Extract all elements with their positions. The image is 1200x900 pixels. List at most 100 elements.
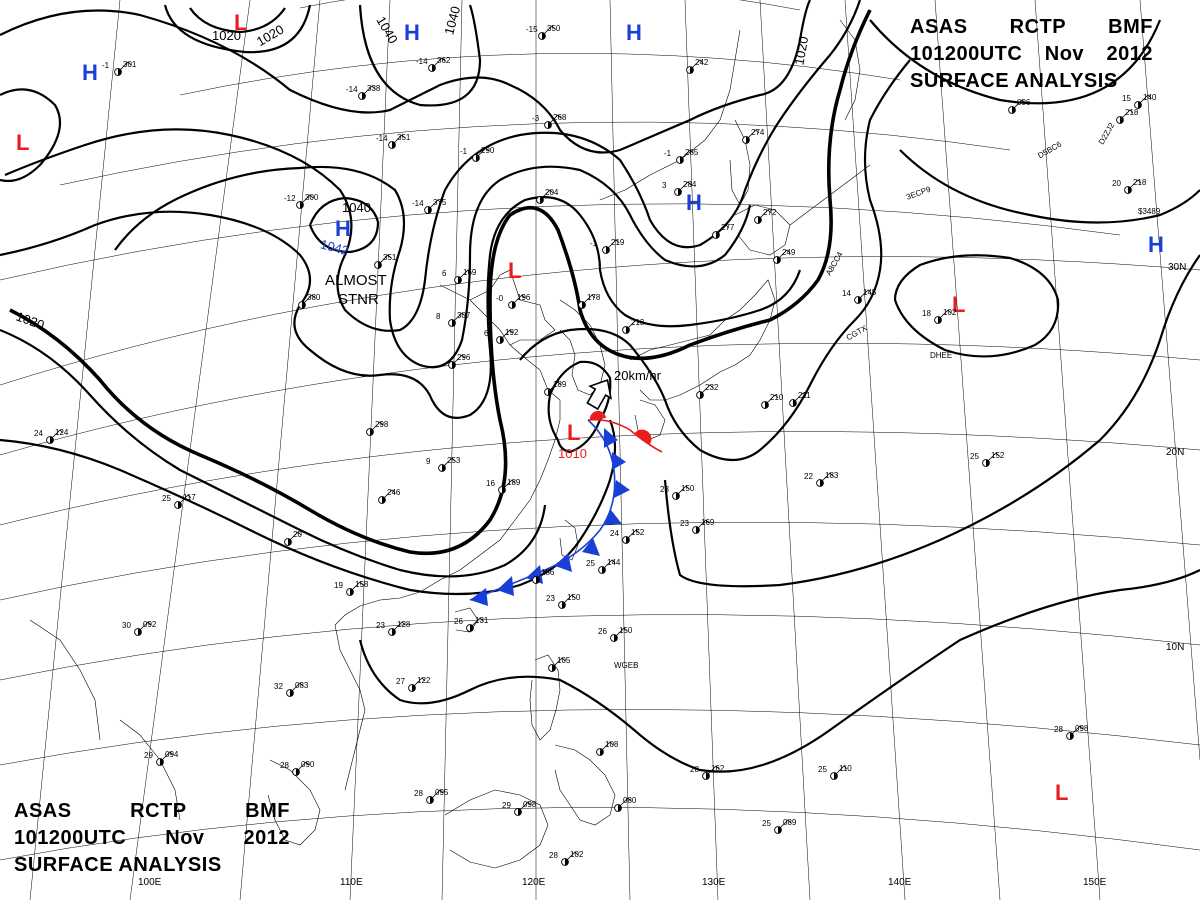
meridian-145e xyxy=(934,0,1001,900)
isobar-mid-c xyxy=(114,165,752,369)
station-pressure: 122 xyxy=(417,676,431,685)
high-center-h-icon: H xyxy=(626,20,642,45)
lon-label-140e: 140E xyxy=(888,877,912,888)
station-wind-barb-icon xyxy=(377,254,392,266)
station-cloud-fill-icon xyxy=(600,748,604,756)
station-wind-barb-icon xyxy=(699,384,714,396)
station-wind-barb-icon xyxy=(535,569,550,581)
station-cloud-fill-icon xyxy=(548,121,552,129)
station-cloud-fill-icon xyxy=(118,68,122,76)
station-plot: 23 169 xyxy=(680,518,715,534)
station-wind-barb-icon xyxy=(451,312,466,324)
station-pressure: 211 xyxy=(798,391,811,400)
cold-front-barb xyxy=(614,480,630,498)
stationary-annotation: ALMOST STNR xyxy=(325,272,387,308)
station-temperature: 23 xyxy=(660,485,669,494)
station-pressure: 284 xyxy=(683,180,697,189)
station-plot: 23 128 xyxy=(376,620,411,636)
cold-front-barb xyxy=(612,452,626,470)
station-temperature: 23 xyxy=(376,621,385,630)
station-wind-barb-icon xyxy=(391,621,406,633)
ship-callsign: DHEE xyxy=(930,351,952,360)
station-cloud-fill-icon xyxy=(678,188,682,196)
station-pressure: 301 xyxy=(123,60,137,69)
station-pressure: 183 xyxy=(825,471,839,480)
station-wind-barb-icon xyxy=(1069,725,1084,737)
station-wind-barb-icon xyxy=(391,134,406,146)
annotation-stnr: STNR xyxy=(338,291,379,308)
station-cloud-fill-icon xyxy=(706,772,710,780)
station-pressure: 277 xyxy=(721,223,735,232)
station-cloud-fill-icon xyxy=(430,796,434,804)
isobar-label: 1040 xyxy=(373,14,400,47)
station-wind-barb-icon xyxy=(511,294,526,306)
station-cloud-fill-icon xyxy=(288,538,292,546)
warm-front-line xyxy=(587,418,663,453)
station-pressure: 150 xyxy=(619,626,633,635)
station-wind-barb-icon xyxy=(776,249,791,261)
low-center-l-icon: L xyxy=(952,292,965,317)
chart-title-bottom: ASAS RCTP BMF 101200UTC Nov 2012 SURFACE… xyxy=(14,798,290,879)
station-temperature: -14 xyxy=(346,85,358,94)
isobar-label: 1020 xyxy=(212,28,241,43)
station-plot: 27 122 xyxy=(396,676,431,692)
station-pressure: 169 xyxy=(701,518,715,527)
station-pressure: 218 xyxy=(1125,108,1139,117)
title-line-time: 101200UTC Nov 2012 xyxy=(14,825,290,852)
station-plot: -1 301 xyxy=(102,60,137,76)
station-plot: 20 218 xyxy=(1112,178,1147,194)
high-center-h-icon: H xyxy=(82,60,98,85)
station-temperature: 25 xyxy=(818,765,827,774)
isobar-far-east-2 xyxy=(899,149,1200,224)
station-wind-barb-icon xyxy=(757,209,772,221)
station-wind-barb-icon xyxy=(705,765,720,777)
chart-title-top: ASAS RCTP BMF 101200UTC Nov 2012 SURFACE… xyxy=(910,14,1153,95)
station-cloud-fill-icon xyxy=(370,428,374,436)
station-plot: 25 089 xyxy=(762,818,797,834)
isobar-east-trough xyxy=(519,59,911,461)
coast-hokkaido xyxy=(734,204,791,256)
station-plot: 29 094 xyxy=(144,750,179,766)
station-cloud-fill-icon xyxy=(458,276,462,284)
low-center-l-icon: L xyxy=(1055,780,1068,805)
station-temperature: 24 xyxy=(34,429,43,438)
station-wind-barb-icon xyxy=(689,59,704,71)
station-pressure: 242 xyxy=(695,58,709,67)
station-temperature: 18 xyxy=(922,309,931,318)
station-plot: 186 xyxy=(532,568,555,584)
station-cloud-fill-icon xyxy=(540,196,544,204)
station-temperature: 3 xyxy=(662,181,667,190)
station-temperature: 23 xyxy=(680,519,689,528)
station-temperature: 19 xyxy=(334,581,343,590)
station-pressure: 232 xyxy=(705,383,719,392)
station-plot: -1 290 xyxy=(460,146,495,162)
station-pressure: 285 xyxy=(685,148,699,157)
station-pressure: 380 xyxy=(307,293,321,302)
station-wind-barb-icon xyxy=(819,472,834,484)
motion-speed-label: 20km/hr xyxy=(614,368,662,383)
parallel-20n xyxy=(0,431,1200,526)
title-analysis-type: SURFACE ANALYSIS xyxy=(14,854,222,876)
low-center-l-icon: L xyxy=(508,258,521,283)
station-wind-barb-icon xyxy=(381,489,396,501)
station-pressure: 249 xyxy=(782,248,796,257)
station-wind-barb-icon xyxy=(499,329,514,341)
isobar-north-c xyxy=(4,0,862,332)
station-temperature: 8 xyxy=(436,312,441,321)
warm-front-bump xyxy=(634,429,652,444)
station-temperature: 16 xyxy=(486,479,495,488)
station-pressure: 169 xyxy=(463,268,477,277)
station-pressure: 350 xyxy=(547,24,561,33)
station-pressure: 083 xyxy=(295,681,309,690)
station-temperature: -12 xyxy=(284,194,296,203)
station-wind-barb-icon xyxy=(427,199,442,211)
title-year: 2012 xyxy=(1106,43,1153,65)
station-cloud-fill-icon xyxy=(502,486,506,494)
station-cloud-fill-icon xyxy=(690,66,694,74)
title-office: BMF xyxy=(1108,16,1153,38)
station-pressure: 219 xyxy=(611,238,625,247)
cold-front-barb xyxy=(604,428,618,448)
station-pressure: 272 xyxy=(763,208,777,217)
station-plot: 22 183 xyxy=(804,471,839,487)
station-plot: 24 152 xyxy=(610,528,645,544)
